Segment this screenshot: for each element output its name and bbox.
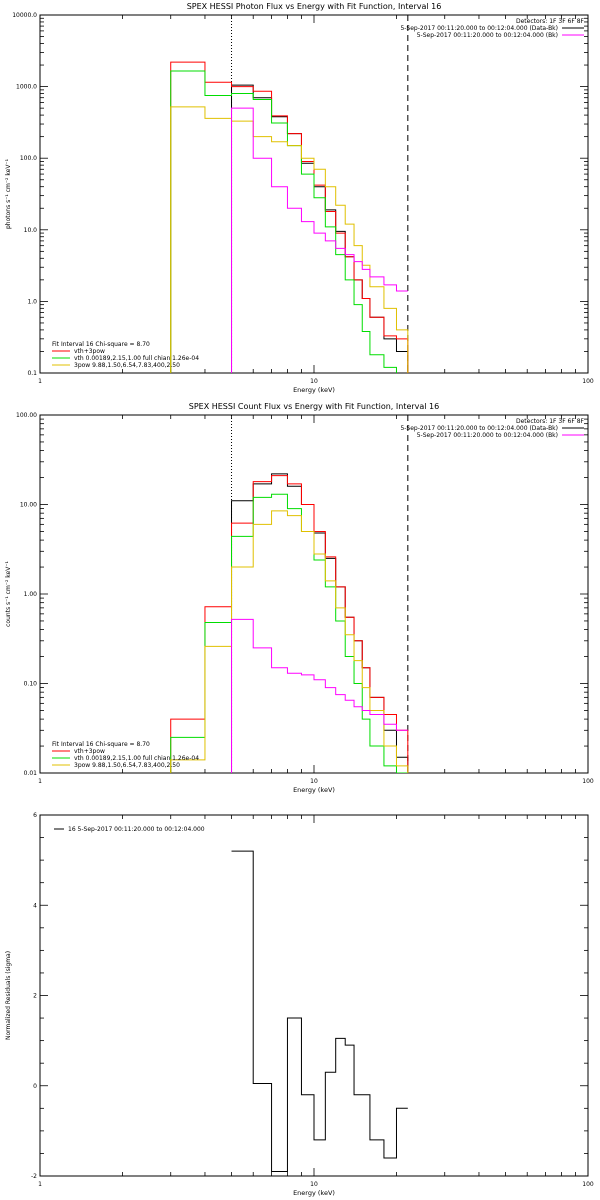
residuals-chart: 1 10 100 Energy (keV) -2 0 2 4 6 Normalized Resid… bbox=[5, 812, 594, 1197]
series-vth-3pow bbox=[170, 61, 409, 373]
legend-bottomleft-entry: Fit Interval 16 Chi-square = 8.70 bbox=[52, 741, 150, 748]
legend-bottomleft-entry: vth 0.00189,2.15,1.00 full chian 1.26e-0… bbox=[74, 755, 199, 762]
legend-topright-entry: Detectors: 1F 3F 6F 8F bbox=[516, 18, 585, 25]
series-bk bbox=[231, 107, 408, 373]
y-axis-label: counts s⁻¹ cm⁻² keV⁻¹ bbox=[5, 561, 12, 627]
x-tick-label: 10 bbox=[310, 778, 318, 785]
y-tick-label: 0 bbox=[33, 1083, 37, 1090]
x-tick-label: 100 bbox=[582, 378, 594, 385]
series-16 bbox=[231, 850, 408, 1172]
legend-bottomleft-entry: 3pow 9.88,1.50,6.54,7.83,400,2.50 bbox=[74, 362, 180, 369]
x-axis-label: Energy (keV) bbox=[293, 386, 335, 394]
y-tick-label: 4 bbox=[33, 902, 37, 909]
y-tick-label: 10000.0 bbox=[12, 12, 37, 19]
x-tick-label: 1 bbox=[38, 778, 42, 785]
series-data-bk bbox=[231, 84, 409, 373]
x-axis-label: Energy (keV) bbox=[293, 1189, 335, 1197]
plot-area bbox=[231, 850, 408, 1172]
legend-bottomleft-entry: vth+3pow bbox=[74, 348, 105, 355]
y-tick-label: 1.00 bbox=[24, 591, 38, 598]
legend-entry: 16 5-Sep-2017 00:11:20.000 to 00:12:04.0… bbox=[68, 826, 205, 833]
series-vth bbox=[170, 493, 409, 773]
x-tick-label: 1 bbox=[38, 1181, 42, 1188]
count-flux-chart: SPEX HESSI Count Flux vs Energy with Fit… bbox=[5, 402, 594, 794]
plot-frame bbox=[39, 414, 589, 774]
series-3pow bbox=[170, 510, 409, 773]
y-tick-label: 10.0 bbox=[24, 227, 38, 234]
chart-title: SPEX HESSI Count Flux vs Energy with Fit… bbox=[189, 402, 440, 411]
y-tick-label: 1.0 bbox=[27, 298, 37, 305]
legend-bottomleft-entry: vth+3pow bbox=[74, 748, 105, 755]
legend-topright-entry: 5-Sep-2017 00:11:20.000 to 00:12:04.000 … bbox=[400, 25, 558, 32]
y-tick-label: 2 bbox=[33, 993, 37, 1000]
series-3pow bbox=[170, 106, 409, 373]
legend-bottomleft-entry: 3pow 9.88,1.50,6.54,7.83,400,2.50 bbox=[74, 762, 180, 769]
plot-area bbox=[170, 15, 409, 373]
y-axis-label: photons s⁻¹ cm⁻² keV⁻¹ bbox=[5, 158, 12, 229]
legend-topright-entry: Detectors: 1F 3F 6F 8F bbox=[516, 418, 585, 425]
legend-topright-entry: 5-Sep-2017 00:11:20.000 to 00:12:04.000 … bbox=[400, 425, 558, 432]
legend-topright-entry: 5-Sep-2017 00:11:20.000 to 00:12:04.000 … bbox=[417, 32, 558, 39]
x-tick-label: 1 bbox=[38, 378, 42, 385]
plot-area bbox=[170, 415, 409, 773]
y-tick-label: 0.10 bbox=[24, 681, 38, 688]
x-axis-label: Energy (keV) bbox=[293, 786, 335, 794]
legend-topright-entry: 5-Sep-2017 00:11:20.000 to 00:12:04.000 … bbox=[417, 432, 558, 439]
y-tick-label: 100.00 bbox=[16, 412, 37, 419]
legend-bottomleft-entry: vth 0.00189,2.15,1.00 full chian 1.26e-0… bbox=[74, 355, 199, 362]
series-bk bbox=[231, 618, 408, 773]
legend-bottomleft-entry: Fit Interval 16 Chi-square = 8.70 bbox=[52, 341, 150, 348]
y-tick-label: 1000.0 bbox=[16, 84, 37, 91]
y-axis-label: Normalized Residuals (sigma) bbox=[5, 951, 12, 1040]
x-tick-label: 100 bbox=[582, 778, 594, 785]
y-tick-label: -2 bbox=[31, 1173, 37, 1180]
y-tick-label: 100.0 bbox=[20, 155, 37, 162]
x-tick-label: 10 bbox=[310, 378, 318, 385]
y-tick-label: 0.1 bbox=[27, 370, 37, 377]
series-vth-3pow bbox=[170, 475, 409, 773]
x-tick-label: 100 bbox=[582, 1181, 594, 1188]
series-vth bbox=[170, 70, 397, 373]
chart-title: SPEX HESSI Photon Flux vs Energy with Fi… bbox=[187, 2, 442, 11]
x-tick-label: 10 bbox=[310, 1181, 318, 1188]
y-tick-label: 0.01 bbox=[24, 770, 38, 777]
y-tick-label: 10.00 bbox=[20, 502, 37, 509]
series-data-bk bbox=[231, 473, 409, 773]
photon-flux-chart: SPEX HESSI Photon Flux vs Energy with Fi… bbox=[5, 2, 594, 394]
y-tick-label: 6 bbox=[33, 812, 37, 819]
